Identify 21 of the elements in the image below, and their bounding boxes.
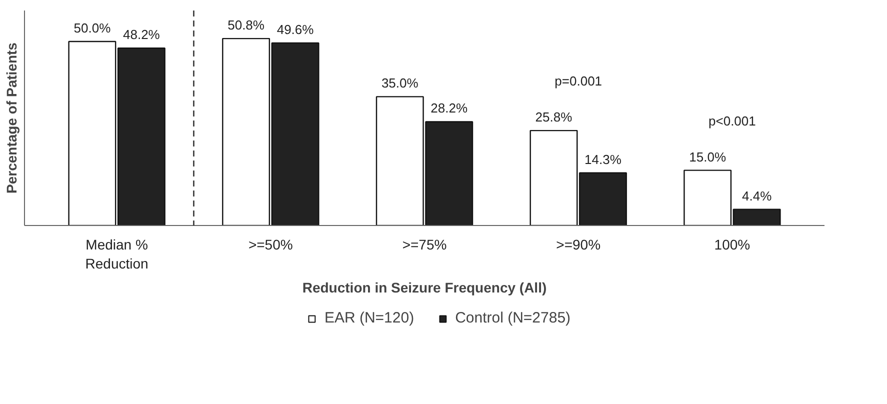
legend-label: EAR (N=120) (324, 310, 414, 326)
data-label: 35.0% (381, 76, 419, 91)
x-tick-label: >=90% (556, 236, 601, 252)
annotation: p<0.001 (708, 113, 756, 128)
x-tick-label: >=75% (402, 236, 447, 252)
data-label: 28.2% (430, 100, 468, 116)
annotation: p=0.001 (554, 74, 602, 89)
data-label: 4.4% (742, 188, 772, 204)
data-label: 15.0% (689, 149, 726, 164)
x-axis-title: Reduction in Seizure Frequency (All) (302, 280, 547, 296)
data-label: 49.6% (276, 22, 314, 37)
data-label: 50.8% (228, 18, 265, 33)
y-axis-title: Percentage of Patients (4, 42, 20, 194)
x-tick-label: Median % Reduction (85, 236, 148, 272)
data-label: 25.8% (535, 110, 573, 125)
legend-label: Control (N=2785) (455, 310, 571, 326)
data-label: 50.0% (74, 20, 112, 36)
x-tick-label: 100% (714, 236, 750, 252)
data-label: 14.3% (584, 152, 622, 167)
data-label: 48.2% (122, 27, 160, 42)
x-tick-label: >=50% (248, 236, 293, 252)
